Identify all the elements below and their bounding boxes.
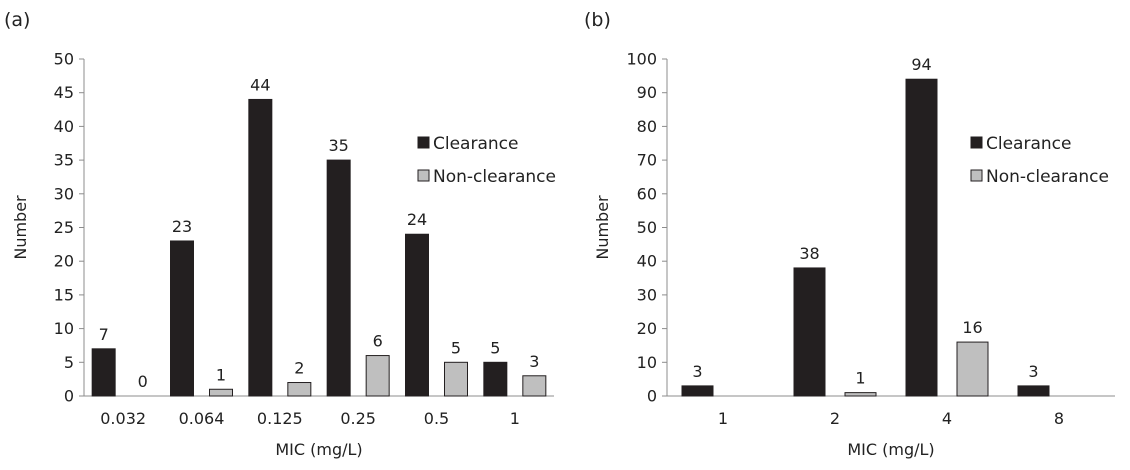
data-label: 2 bbox=[294, 359, 304, 378]
bar-non-clearance bbox=[844, 392, 877, 397]
data-label: 94 bbox=[911, 55, 931, 74]
y-tick-label: 40 bbox=[54, 117, 74, 136]
bar-clearance bbox=[91, 348, 116, 397]
y-tick-label: 90 bbox=[637, 83, 657, 102]
bar-non-clearance bbox=[365, 355, 390, 397]
y-tick-label: 30 bbox=[637, 285, 657, 304]
x-tick-label: 8 bbox=[1054, 409, 1064, 428]
data-label: 23 bbox=[172, 217, 192, 236]
bar-clearance bbox=[170, 240, 194, 397]
y-tick-label: 0 bbox=[647, 387, 657, 406]
bar-clearance bbox=[483, 361, 508, 397]
data-label: 7 bbox=[99, 325, 109, 344]
bar-clearance bbox=[326, 159, 351, 397]
data-label: 38 bbox=[799, 244, 819, 263]
chart-panel-0: (a)051015202530354045500.032700.0642310.… bbox=[4, 9, 556, 459]
legend-label-non-clearance: Non-clearance bbox=[433, 167, 556, 187]
bar-non-clearance bbox=[209, 388, 233, 397]
data-label: 24 bbox=[407, 210, 427, 229]
x-tick-label: 4 bbox=[942, 409, 952, 428]
bar-clearance bbox=[905, 78, 938, 397]
x-tick-label: 0.125 bbox=[257, 409, 303, 428]
y-tick-label: 35 bbox=[54, 151, 74, 170]
legend-swatch-clearance bbox=[970, 136, 983, 149]
data-label: 3 bbox=[529, 352, 539, 371]
x-tick-label: 0.5 bbox=[424, 409, 449, 428]
data-label: 3 bbox=[692, 362, 702, 381]
legend-label-non-clearance: Non-clearance bbox=[986, 167, 1109, 187]
bar-non-clearance bbox=[287, 382, 312, 397]
bar-clearance bbox=[681, 385, 714, 397]
chart-panel-1: (b) 0 10 20 30 40 50 60 70 80 90 100 1 3 2 38 1 4 94 16 8 3 MI… bbox=[584, 9, 1115, 459]
y-axis-title: Number bbox=[11, 195, 30, 260]
y-tick-label: 20 bbox=[637, 319, 657, 338]
bar-clearance bbox=[248, 98, 273, 397]
y-tick-label: 25 bbox=[54, 218, 74, 237]
y-tick-label: 40 bbox=[637, 252, 657, 271]
x-axis-title: MIC (mg/L) bbox=[275, 440, 362, 459]
x-tick-label: 1 bbox=[510, 409, 520, 428]
data-label: 6 bbox=[373, 332, 383, 351]
legend-label-clearance: Clearance bbox=[986, 134, 1071, 154]
y-tick-label: 100 bbox=[626, 50, 657, 69]
x-tick-label: 2 bbox=[830, 409, 840, 428]
y-tick-label: 80 bbox=[637, 117, 657, 136]
data-label: 0 bbox=[138, 372, 148, 391]
y-tick-label: 50 bbox=[54, 50, 74, 69]
y-tick-label: 10 bbox=[637, 353, 657, 372]
bar-clearance bbox=[405, 233, 429, 397]
y-tick-label: 15 bbox=[54, 285, 74, 304]
data-label: 1 bbox=[855, 369, 865, 388]
legend-swatch-non-clearance bbox=[970, 169, 983, 182]
data-label: 1 bbox=[216, 365, 226, 384]
y-tick-label: 60 bbox=[637, 184, 657, 203]
y-tick-label: 50 bbox=[637, 218, 657, 237]
bar-clearance bbox=[1017, 385, 1050, 397]
panel-label: (b) bbox=[584, 9, 611, 31]
data-label: 3 bbox=[1028, 362, 1038, 381]
x-tick-label: 0.25 bbox=[340, 409, 376, 428]
bar-non-clearance bbox=[956, 341, 989, 397]
y-tick-label: 70 bbox=[637, 151, 657, 170]
legend-label-clearance: Clearance bbox=[433, 134, 518, 154]
data-label: 44 bbox=[250, 75, 270, 94]
y-tick-label: 5 bbox=[64, 353, 74, 372]
data-label: 35 bbox=[328, 136, 348, 155]
y-tick-label: 30 bbox=[54, 184, 74, 203]
x-tick-label: 0.064 bbox=[179, 409, 225, 428]
data-label: 5 bbox=[451, 338, 461, 357]
bar-clearance bbox=[793, 267, 826, 397]
panel-label: (a) bbox=[4, 9, 30, 31]
bar-non-clearance bbox=[522, 375, 547, 397]
data-label: 5 bbox=[490, 338, 500, 357]
x-tick-label: 0.032 bbox=[100, 409, 146, 428]
y-tick-label: 20 bbox=[54, 252, 74, 271]
bar-non-clearance bbox=[444, 361, 468, 397]
x-tick-label: 1 bbox=[718, 409, 728, 428]
y-tick-label: 0 bbox=[64, 387, 74, 406]
legend-swatch-clearance bbox=[417, 136, 430, 149]
legend-swatch-non-clearance bbox=[417, 169, 430, 182]
y-tick-label: 10 bbox=[54, 319, 74, 338]
data-label: 16 bbox=[962, 318, 982, 337]
y-axis-title: Number bbox=[593, 195, 612, 260]
y-tick-label: 45 bbox=[54, 83, 74, 102]
x-axis-title: MIC (mg/L) bbox=[847, 440, 934, 459]
